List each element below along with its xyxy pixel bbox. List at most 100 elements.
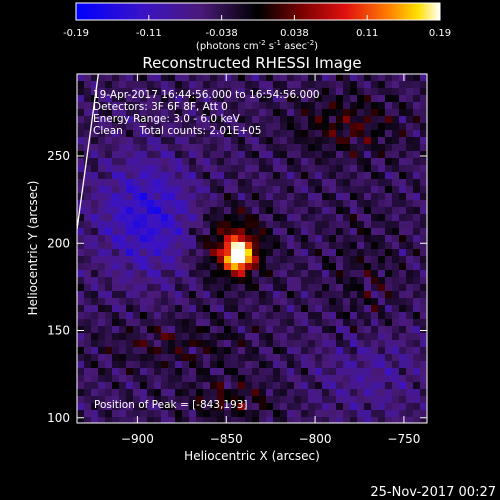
heatmap-cell — [196, 270, 204, 278]
heatmap-cell — [364, 410, 372, 418]
heatmap-cell — [413, 179, 421, 187]
heatmap-cell — [210, 137, 218, 145]
heatmap-cell — [399, 410, 407, 418]
heatmap-cell — [322, 410, 330, 418]
heatmap-cell — [245, 333, 253, 341]
heatmap-cell — [259, 375, 267, 383]
heatmap-cell — [98, 186, 106, 194]
heatmap-cell — [231, 144, 239, 152]
heatmap-cell — [224, 319, 232, 327]
heatmap-cell — [140, 333, 148, 341]
heatmap-cell — [105, 88, 113, 96]
heatmap-cell — [308, 116, 316, 124]
heatmap-cell — [175, 396, 183, 404]
heatmap-cell — [413, 291, 421, 299]
heatmap-cell — [336, 151, 344, 159]
heatmap-cell — [112, 361, 120, 369]
heatmap-cell — [350, 382, 358, 390]
heatmap-cell — [273, 207, 281, 215]
heatmap-cell — [147, 165, 155, 173]
heatmap-cell — [140, 116, 148, 124]
heatmap-cell — [189, 221, 197, 229]
heatmap-cell — [196, 137, 204, 145]
heatmap-cell — [77, 375, 85, 383]
heatmap-cell — [147, 151, 155, 159]
heatmap-cell — [231, 130, 239, 138]
heatmap-cell — [406, 235, 414, 243]
heatmap-cell — [343, 256, 351, 264]
heatmap-cell — [224, 144, 232, 152]
heatmap-cell — [371, 270, 379, 278]
heatmap-cell — [140, 74, 148, 82]
heatmap-cell — [126, 186, 134, 194]
heatmap-cell — [371, 361, 379, 369]
heatmap-cell — [329, 95, 337, 103]
heatmap-cell — [350, 417, 358, 423]
heatmap-cell — [280, 333, 288, 341]
heatmap-cell — [77, 228, 85, 236]
heatmap-cell — [329, 158, 337, 166]
heatmap-cell — [357, 361, 365, 369]
heatmap-cell — [315, 123, 323, 131]
heatmap-cell — [413, 109, 421, 117]
heatmap-cell — [175, 347, 183, 355]
heatmap-cell — [238, 116, 246, 124]
heatmap-cell — [112, 116, 120, 124]
heatmap-cell — [399, 291, 407, 299]
heatmap-cell — [301, 368, 309, 376]
heatmap-cell — [266, 319, 274, 327]
heatmap-cell — [147, 375, 155, 383]
heatmap-cell — [154, 403, 162, 411]
heatmap-cell — [203, 256, 211, 264]
heatmap-cell — [273, 74, 281, 82]
heatmap-cell — [133, 158, 141, 166]
heatmap-cell — [378, 186, 386, 194]
heatmap-cell — [126, 291, 134, 299]
heatmap-cell — [420, 137, 427, 145]
heatmap-cell — [399, 347, 407, 355]
heatmap-cell — [350, 102, 358, 110]
heatmap-cell — [329, 235, 337, 243]
heatmap-cell — [189, 109, 197, 117]
heatmap-cell — [259, 242, 267, 250]
heatmap-cell — [231, 207, 239, 215]
heatmap-cell — [168, 151, 176, 159]
heatmap-cell — [119, 403, 127, 411]
heatmap-cell — [364, 256, 372, 264]
heatmap-cell — [336, 221, 344, 229]
heatmap-cell — [175, 249, 183, 257]
heatmap-cell — [147, 354, 155, 362]
heatmap-cell — [294, 172, 302, 180]
heatmap-cell — [413, 347, 421, 355]
heatmap-cell — [315, 368, 323, 376]
heatmap-cell — [406, 340, 414, 348]
heatmap-cell — [371, 88, 379, 96]
heatmap-cell — [308, 200, 316, 208]
heatmap-cell — [147, 256, 155, 264]
heatmap-cell — [196, 228, 204, 236]
heatmap-cell — [182, 123, 190, 131]
heatmap-cell — [343, 81, 351, 89]
heatmap-cell — [273, 291, 281, 299]
heatmap-cell — [154, 410, 162, 418]
heatmap-cell — [238, 319, 246, 327]
heatmap-cell — [385, 319, 393, 327]
heatmap-cell — [378, 235, 386, 243]
heatmap-cell — [329, 116, 337, 124]
heatmap-cell — [133, 396, 141, 404]
heatmap-cell — [224, 382, 232, 390]
heatmap-cell — [413, 123, 421, 131]
heatmap-cell — [329, 361, 337, 369]
heatmap-cell — [259, 270, 267, 278]
heatmap-cell — [91, 298, 99, 306]
heatmap-cell — [210, 417, 218, 423]
heatmap-cell — [329, 312, 337, 320]
x-axis-label: Heliocentric X (arcsec) — [184, 449, 320, 463]
heatmap-cell — [364, 284, 372, 292]
heatmap-cell — [91, 158, 99, 166]
heatmap-cell — [126, 88, 134, 96]
heatmap-cell — [315, 186, 323, 194]
heatmap-cell — [133, 179, 141, 187]
heatmap-cell — [98, 249, 106, 257]
heatmap-cell — [280, 326, 288, 334]
